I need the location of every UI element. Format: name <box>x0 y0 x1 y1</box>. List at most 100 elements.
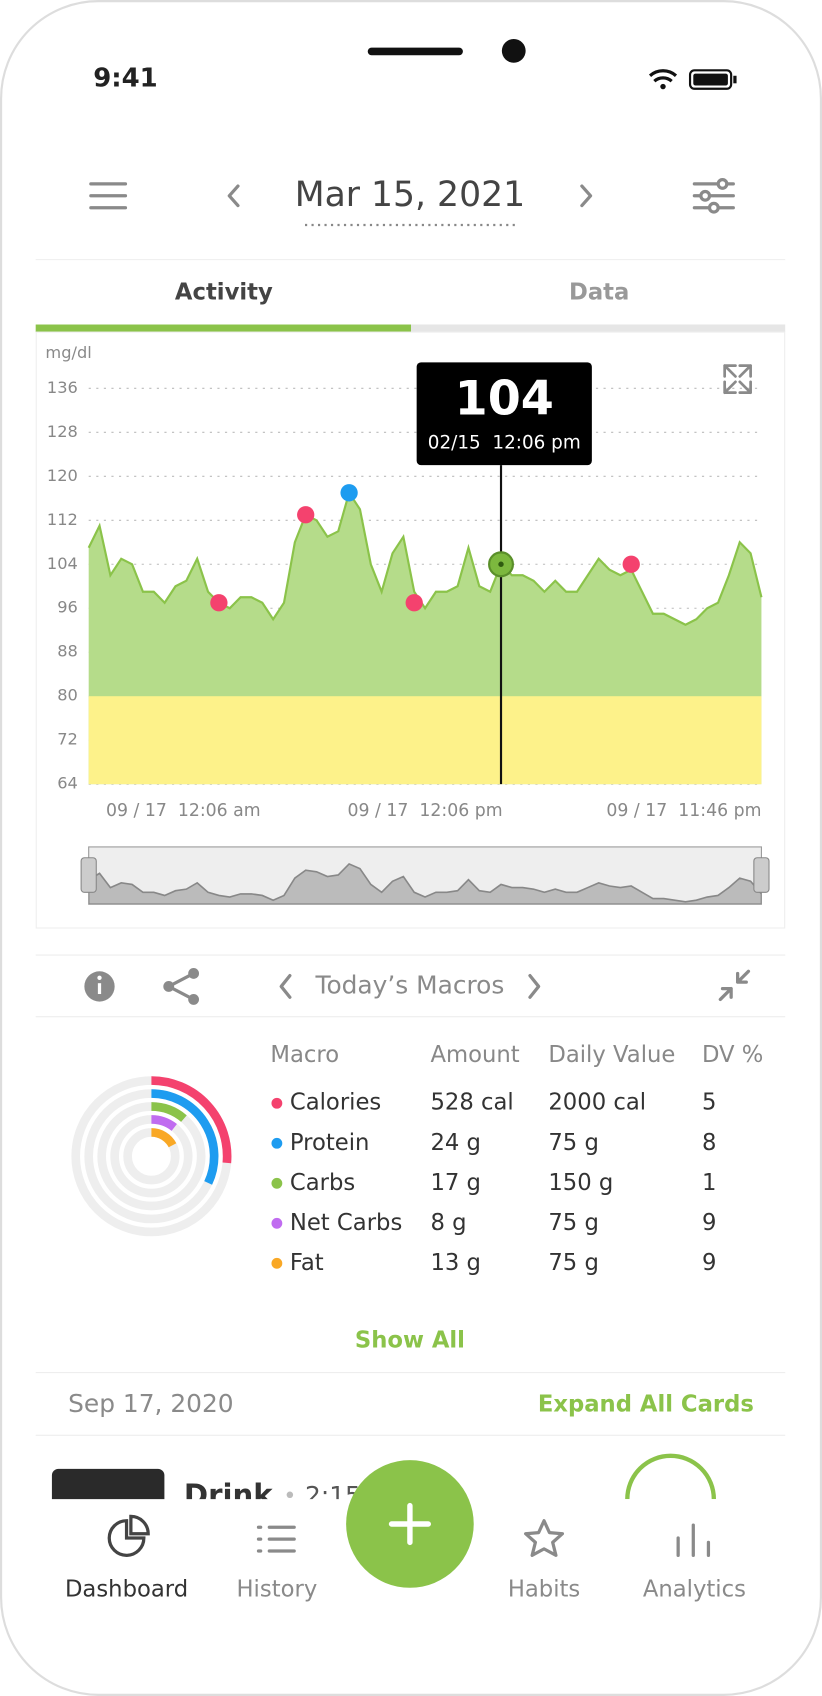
feed-date: Sep 17, 2020 <box>68 1389 233 1418</box>
macro-dv: 9 <box>702 1250 716 1276</box>
event-marker <box>297 506 315 524</box>
share-button[interactable] <box>163 968 200 1005</box>
notch <box>367 47 463 56</box>
nav-history[interactable]: History <box>236 1525 317 1602</box>
card-image <box>51 1468 165 1500</box>
macro-name: Protein <box>290 1130 370 1156</box>
y-tick-label: 72 <box>57 730 78 749</box>
area-line <box>87 490 763 626</box>
y-tick-label: 64 <box>57 774 78 793</box>
y-tick-label: 88 <box>57 642 78 661</box>
macro-daily: 75 g <box>548 1130 599 1156</box>
macro-name: Carbs <box>290 1170 355 1196</box>
status-icons <box>648 69 737 90</box>
legend-dot <box>271 1137 283 1149</box>
collapse-button[interactable] <box>718 969 751 1002</box>
y-tick-label: 120 <box>47 466 78 485</box>
navigator-area <box>88 862 762 905</box>
x-tick-label: 09 / 17 11:46 pm <box>606 801 761 821</box>
macro-dv: 1 <box>702 1170 716 1196</box>
y-tick-label: 112 <box>47 510 78 529</box>
event-marker <box>340 484 358 502</box>
nav-dashboard[interactable]: Dashboard <box>65 1514 188 1602</box>
show-all[interactable]: Show All <box>355 1328 465 1354</box>
column-header: Daily Value <box>548 1042 675 1068</box>
prev-macros[interactable] <box>279 974 292 999</box>
camera <box>501 38 526 63</box>
nav-analytics[interactable]: Analytics <box>643 1523 746 1602</box>
navigator-chart <box>88 862 762 905</box>
filter-button[interactable] <box>692 177 735 214</box>
header-date[interactable]: Mar 15, 2021 <box>295 175 525 215</box>
range-band <box>88 696 762 785</box>
menu-button[interactable] <box>89 182 128 210</box>
x-tick-label: 09 / 17 12:06 pm <box>348 801 503 821</box>
column-header: Amount <box>430 1042 519 1068</box>
ring-arc <box>151 1089 219 1185</box>
nav-label: Analytics <box>643 1576 746 1602</box>
macro-amount: 13 g <box>430 1250 481 1276</box>
card-gauge <box>625 1453 717 1500</box>
ring-arc <box>151 1115 177 1131</box>
column-header: Macro <box>270 1042 339 1068</box>
y-tick-label: 128 <box>47 422 78 441</box>
separator <box>286 1491 294 1499</box>
status-time: 9:41 <box>93 63 158 93</box>
macro-daily: 75 g <box>548 1210 599 1236</box>
y-tick-label: 96 <box>57 598 78 617</box>
tab-data[interactable]: Data <box>569 280 629 306</box>
card-title: Drink <box>184 1478 273 1512</box>
info-button[interactable] <box>84 971 115 1002</box>
tooltip <box>416 362 592 466</box>
y-tick-label: 80 <box>57 686 78 705</box>
next-date[interactable] <box>580 184 593 208</box>
ring-arc <box>151 1102 187 1122</box>
prev-date[interactable] <box>227 184 240 208</box>
tab-activity[interactable]: Activity <box>175 280 273 306</box>
legend-dot <box>271 1257 283 1269</box>
macro-daily: 2000 cal <box>548 1090 646 1116</box>
nav-label: Dashboard <box>65 1576 188 1602</box>
tab-track <box>411 324 786 333</box>
nav-habits[interactable]: Habits <box>508 1519 580 1603</box>
macro-amount: 24 g <box>430 1130 481 1156</box>
nav-label: History <box>236 1576 317 1602</box>
macro-name: Calories <box>290 1090 381 1116</box>
expand-all[interactable]: Expand All Cards <box>538 1392 754 1418</box>
y-axis-label: mg/dl <box>45 343 91 362</box>
macro-dv: 9 <box>702 1210 716 1236</box>
tooltip-value: 104 <box>455 371 554 426</box>
card-time: 2:15 <box>305 1481 361 1510</box>
macro-name: Fat <box>290 1250 324 1276</box>
x-tick-label: 09 / 17 12:06 am <box>106 801 261 821</box>
fullscreen-button[interactable] <box>723 364 752 395</box>
navigator-handles[interactable] <box>80 857 770 893</box>
event-marker <box>622 555 640 573</box>
nav-label: Habits <box>508 1576 580 1602</box>
next-macros[interactable] <box>528 974 541 999</box>
macro-dv: 8 <box>702 1130 716 1156</box>
y-tick-label: 136 <box>47 378 78 397</box>
legend-dot <box>271 1097 283 1109</box>
legend-dot <box>271 1217 283 1229</box>
ring-track <box>97 1102 206 1211</box>
tab-indicator <box>35 324 411 333</box>
column-header: DV % <box>702 1042 763 1068</box>
macro-dv: 5 <box>702 1090 716 1116</box>
macro-amount: 8 g <box>430 1210 466 1236</box>
add-button[interactable] <box>346 1460 474 1588</box>
ring-arc <box>151 1128 177 1148</box>
macros-title: Today’s Macros <box>314 970 504 999</box>
macro-amount: 17 g <box>430 1170 481 1196</box>
macro-daily: 150 g <box>548 1170 613 1196</box>
y-tick-label: 104 <box>47 554 78 573</box>
tooltip-label: 02/15 12:06 pm <box>428 432 581 453</box>
macro-amount: 528 cal <box>430 1090 513 1116</box>
selected-dot <box>498 561 504 567</box>
macro-name: Net Carbs <box>290 1210 402 1236</box>
feed-card[interactable]: Drink 2:15 <box>51 1453 717 1534</box>
ring-arc <box>151 1076 232 1164</box>
macros: Macro Amount Daily Value DV % Calories 528 ca… <box>71 1042 763 1276</box>
macro-daily: 75 g <box>548 1250 599 1276</box>
